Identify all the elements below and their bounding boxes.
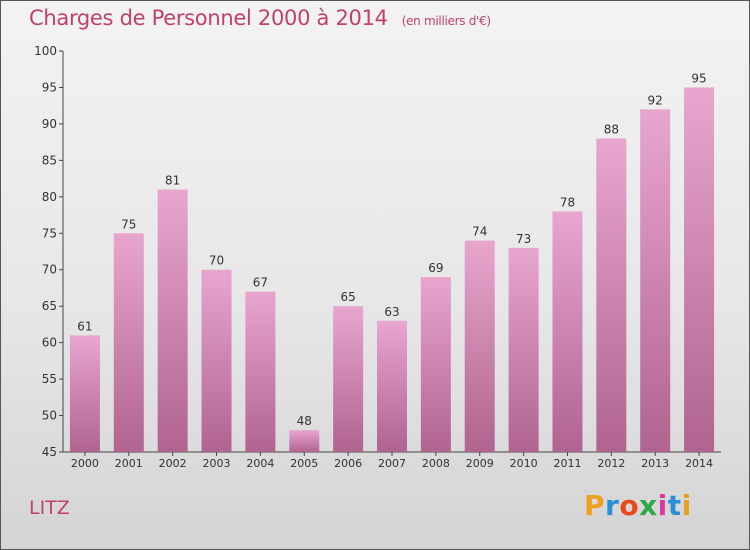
y-tick-label: 50 [42, 409, 57, 423]
y-tick-label: 60 [42, 336, 57, 350]
logo-letter: i [681, 489, 692, 522]
y-tick-label: 95 [42, 80, 57, 94]
bar [289, 430, 320, 452]
bar [113, 233, 144, 452]
logo-letter: i [657, 489, 668, 522]
x-tick-label: 2006 [334, 457, 362, 470]
bar-value-label: 81 [165, 174, 180, 188]
x-tick-label: 2007 [378, 457, 406, 470]
x-tick-label: 2013 [641, 457, 669, 470]
bar-value-label: 73 [516, 232, 531, 246]
logo-letter: x [639, 489, 658, 522]
y-tick-label: 45 [42, 445, 57, 459]
bar-value-label: 67 [253, 276, 268, 290]
bar [420, 277, 451, 452]
x-tick-label: 2003 [203, 457, 231, 470]
y-tick-label: 65 [42, 299, 57, 313]
chart-subtitle: (en milliers d'€) [401, 14, 491, 28]
x-tick-label: 2002 [159, 457, 187, 470]
logo-letter: o [619, 489, 640, 522]
proxiti-logo: Proxiti [584, 489, 692, 522]
bar [684, 87, 715, 453]
bar [377, 320, 407, 452]
bar-value-label: 70 [209, 254, 224, 268]
bar-value-label: 74 [472, 225, 487, 239]
y-tick-label: 90 [42, 117, 57, 131]
y-tick-label: 80 [42, 190, 57, 204]
y-tick-label: 75 [42, 226, 57, 240]
x-tick-label: 2012 [597, 457, 625, 470]
bar [69, 335, 100, 452]
x-tick-label: 2005 [290, 457, 318, 470]
logo-letter: P [584, 489, 606, 522]
bar [552, 211, 583, 452]
bar-value-label: 92 [648, 93, 663, 107]
x-tick-label: 2000 [71, 457, 99, 470]
chart-title: Charges de Personnel 2000 à 2014 (en mill… [29, 6, 491, 30]
y-tick-label: 85 [42, 153, 57, 167]
bar [245, 291, 276, 452]
y-tick-label: 100 [34, 44, 57, 58]
x-tick-label: 2011 [553, 457, 581, 470]
logo-letter: r [605, 489, 620, 522]
x-tick-label: 2004 [246, 457, 274, 470]
bar [596, 138, 627, 452]
bar [508, 247, 539, 452]
bar [640, 109, 671, 452]
chart-title-text: Charges de Personnel 2000 à 2014 [29, 6, 388, 30]
x-tick-label: 2010 [510, 457, 538, 470]
y-tick-label: 70 [42, 263, 57, 277]
bar-value-label: 95 [691, 71, 706, 85]
y-tick-label: 55 [42, 372, 57, 386]
x-tick-label: 2001 [115, 457, 143, 470]
bar [201, 269, 232, 452]
bar-value-label: 48 [297, 414, 312, 428]
x-tick-label: 2014 [685, 457, 713, 470]
bar-value-label: 63 [384, 305, 399, 319]
commune-name: LITZ [29, 497, 70, 519]
bar [157, 189, 188, 452]
bar-value-label: 69 [428, 261, 443, 275]
bar-value-label: 61 [77, 319, 92, 333]
bar [464, 240, 495, 452]
bar-value-label: 78 [560, 195, 575, 209]
bar-value-label: 75 [121, 217, 136, 231]
x-tick-label: 2008 [422, 457, 450, 470]
x-tick-label: 2009 [466, 457, 494, 470]
bar [333, 306, 364, 452]
logo-letter: t [667, 489, 682, 522]
bar-value-label: 88 [604, 122, 619, 136]
bar-value-label: 65 [340, 290, 355, 304]
